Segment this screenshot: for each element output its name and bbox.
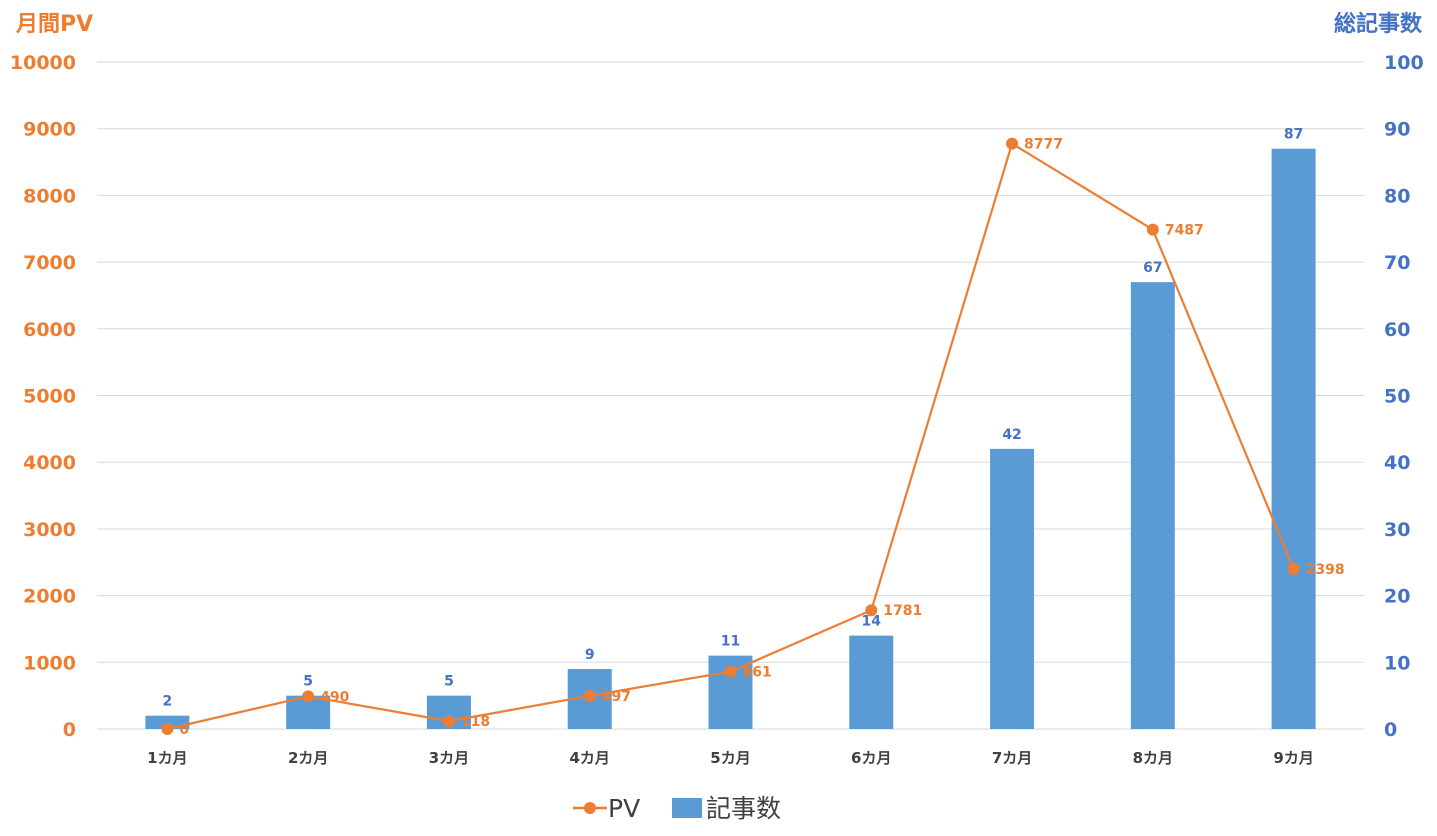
pv-point xyxy=(442,715,455,728)
x-axis-tick-label: 7カ月 xyxy=(992,749,1032,767)
left-axis-tick-label: 7000 xyxy=(23,252,76,274)
legend-articles-label: 記事数 xyxy=(706,794,781,823)
right-axis-tick-label: 60 xyxy=(1384,319,1410,341)
bar-value-label: 5 xyxy=(303,674,313,690)
left-axis-title: 月間PV xyxy=(15,12,93,37)
left-axis-tick-label: 10000 xyxy=(10,52,76,74)
pv-value-label: 8777 xyxy=(1024,137,1063,153)
legend-articles-swatch-icon xyxy=(672,798,702,818)
left-axis-tick-label: 6000 xyxy=(23,319,76,341)
bar xyxy=(990,448,1035,729)
bar-value-label: 11 xyxy=(721,634,740,650)
x-axis-tick-label: 5カ月 xyxy=(710,749,750,767)
left-axis-tick-label: 4000 xyxy=(23,452,76,474)
pv-point xyxy=(865,604,878,617)
pv-value-label: 490 xyxy=(320,689,349,705)
data-labels: 2 5 5 9 11 14 42 67 87 0 490 118 497 861 1781 8777 7487 2… xyxy=(163,127,1345,738)
legend-pv-marker-icon xyxy=(584,802,596,814)
left-axis-tick-label: 8000 xyxy=(23,185,76,207)
pv-value-label: 861 xyxy=(743,665,772,681)
bar-value-label: 67 xyxy=(1143,260,1162,276)
right-axis-tick-label: 0 xyxy=(1384,719,1397,741)
right-axis-tick-label: 70 xyxy=(1384,252,1410,274)
pv-point xyxy=(302,690,315,703)
x-axis-tick-label: 4カ月 xyxy=(570,749,610,767)
right-axis-title: 総記事数 xyxy=(1334,11,1423,37)
right-axis-ticks: 0 10 20 30 40 50 60 70 80 90 100 xyxy=(1384,52,1424,741)
bar-value-label: 87 xyxy=(1284,127,1303,143)
x-axis-tick-label: 6カ月 xyxy=(851,749,891,767)
left-axis-tick-label: 1000 xyxy=(23,652,76,674)
pv-point xyxy=(161,723,174,735)
bar-value-label: 9 xyxy=(585,647,595,663)
pv-value-label: 1781 xyxy=(883,603,922,619)
x-axis-tick-label: 2カ月 xyxy=(288,749,328,767)
pv-value-label: 118 xyxy=(461,714,490,730)
bar-value-label: 14 xyxy=(862,614,882,630)
bar xyxy=(1130,282,1175,729)
pv-point xyxy=(1006,137,1019,150)
pv-value-label: 0 xyxy=(179,722,189,738)
left-axis-tick-label: 3000 xyxy=(23,519,76,541)
right-axis-tick-label: 20 xyxy=(1384,586,1410,608)
right-axis-tick-label: 30 xyxy=(1384,519,1410,541)
right-axis-tick-label: 100 xyxy=(1384,52,1424,74)
left-axis-tick-label: 0 xyxy=(63,719,76,741)
x-axis-tick-label: 1カ月 xyxy=(147,749,187,767)
x-axis-tick-label: 9カ月 xyxy=(1273,749,1313,767)
bar-value-label: 2 xyxy=(163,694,173,710)
right-axis-tick-label: 10 xyxy=(1384,652,1410,674)
pv-line xyxy=(161,137,1300,735)
right-axis-tick-label: 50 xyxy=(1384,386,1410,408)
x-axis-tick-label: 8カ月 xyxy=(1133,749,1173,767)
right-axis-tick-label: 90 xyxy=(1384,119,1410,141)
left-axis-tick-label: 2000 xyxy=(23,586,76,608)
x-axis-tick-label: 3カ月 xyxy=(429,749,469,767)
legend: PV 記事数 xyxy=(573,794,781,823)
pv-point xyxy=(1146,223,1159,236)
right-axis-tick-label: 40 xyxy=(1384,452,1410,474)
bar xyxy=(849,635,894,729)
left-axis-tick-label: 9000 xyxy=(23,119,76,141)
bar-value-label: 42 xyxy=(1002,427,1021,443)
pv-point xyxy=(724,665,737,678)
bar-value-label: 5 xyxy=(444,674,454,690)
x-axis-ticks: 1カ月 2カ月 3カ月 4カ月 5カ月 6カ月 7カ月 8カ月 9カ月 xyxy=(147,749,1314,767)
bar xyxy=(1271,148,1316,729)
pv-value-label: 2398 xyxy=(1306,562,1345,578)
legend-pv-label: PV xyxy=(608,794,640,823)
pv-value-label: 497 xyxy=(602,689,631,705)
pv-point xyxy=(583,689,596,702)
gridlines xyxy=(97,61,1364,730)
pv-value-label: 7487 xyxy=(1165,223,1204,239)
right-axis-tick-label: 80 xyxy=(1384,185,1410,207)
left-axis-tick-label: 5000 xyxy=(23,386,76,408)
left-axis-ticks: 0 1000 2000 3000 4000 5000 6000 7000 8000 9000 100… xyxy=(10,52,76,741)
pv-point xyxy=(1287,563,1300,576)
